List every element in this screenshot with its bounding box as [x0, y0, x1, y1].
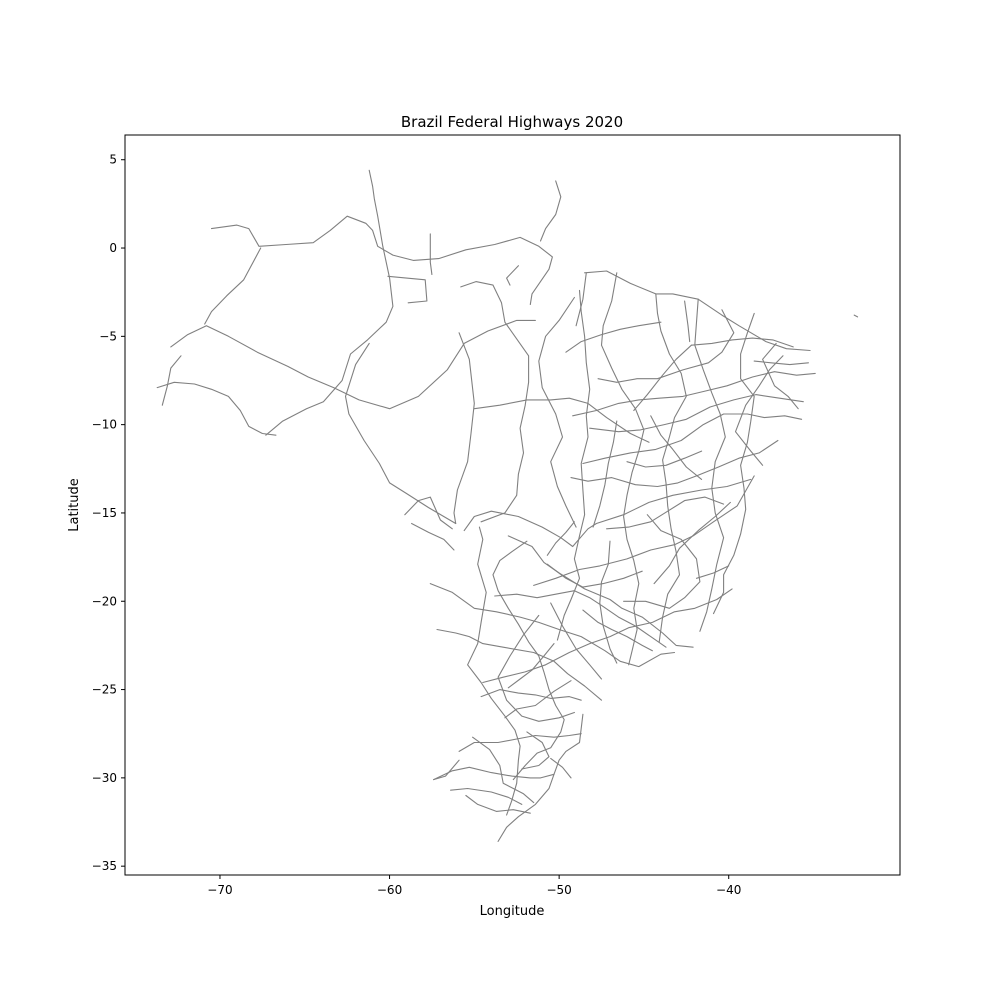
highway-segment [539, 180, 562, 242]
highway-segment [344, 342, 457, 525]
highway-segment [599, 540, 618, 664]
x-axis: −70 −60 −50 −40 [207, 875, 741, 897]
y-tick-label: 0 [109, 241, 117, 255]
highway-segment [575, 272, 587, 327]
highway-segment [450, 787, 523, 805]
highway-segment [404, 496, 453, 530]
highway-segment [550, 602, 603, 680]
highway-segment [546, 563, 643, 588]
highway-segment [582, 413, 803, 465]
x-tick-label: −60 [377, 883, 402, 897]
highway-segment [546, 521, 575, 556]
y-tick-label: −10 [92, 418, 117, 432]
highway-segment [429, 583, 676, 668]
highway-segment [453, 332, 475, 525]
highway-segment [458, 733, 582, 752]
highway-segment [480, 689, 582, 701]
y-tick-label: −30 [92, 771, 117, 785]
y-tick-label: −35 [92, 859, 117, 873]
highway-segment [597, 309, 735, 383]
highway-segment [492, 540, 565, 781]
highway-segment [606, 496, 725, 530]
x-tick-label: −50 [546, 883, 571, 897]
highway-segment [507, 643, 555, 689]
highway-segment [436, 628, 603, 701]
highway-segment [504, 680, 572, 719]
highway-segment [633, 344, 692, 412]
highway-segment [853, 314, 859, 318]
highway-segment [463, 478, 752, 548]
highway-segment [533, 475, 755, 586]
highway-segment [507, 535, 694, 648]
y-tick-label: −15 [92, 506, 117, 520]
highway-segment [460, 281, 530, 523]
highway-segment [265, 169, 394, 436]
highway-segment [497, 614, 575, 722]
highway-segment [695, 565, 730, 579]
highway-segment [734, 355, 784, 466]
highway-segment [694, 298, 726, 632]
highway-segment [623, 514, 701, 609]
highway-segment [497, 773, 555, 842]
highway-segment [556, 289, 591, 641]
highway-segment [429, 233, 433, 276]
x-axis-label: Longitude [480, 904, 545, 919]
highway-segment [690, 337, 794, 348]
highway-segment [626, 450, 703, 468]
highway-segment [565, 321, 662, 353]
highway-segment [204, 247, 262, 325]
highway-segment [653, 501, 731, 585]
x-tick-label: −70 [207, 883, 232, 897]
highway-segment [467, 526, 521, 816]
highway-segment [655, 293, 687, 643]
y-tick-label: −5 [99, 329, 117, 343]
highway-segment [584, 270, 811, 352]
highway-segment [433, 713, 584, 781]
highway-segment [753, 360, 809, 366]
highway-segment [600, 272, 645, 666]
highway-segment [684, 300, 691, 343]
highway-segment [538, 296, 577, 528]
highway-segment [506, 265, 519, 286]
highway-segment [210, 215, 553, 306]
highway-segment [473, 397, 650, 443]
highway-segment [411, 522, 455, 551]
highway-segment [582, 609, 653, 652]
highway-segment [433, 759, 460, 781]
highway-segment [572, 371, 816, 417]
highway-segment [589, 394, 804, 433]
highway-segment [472, 736, 535, 804]
highway-segment [494, 590, 667, 648]
highway-segment [521, 731, 550, 770]
highway-segment [156, 381, 277, 436]
chart-title: Brazil Federal Highways 2020 [401, 113, 623, 131]
y-tick-label: −20 [92, 594, 117, 608]
highway-segment [712, 312, 755, 615]
highway-segment [482, 588, 733, 684]
highway-segment [465, 794, 531, 814]
highway-segment [550, 757, 572, 779]
highway-segment [161, 355, 182, 406]
x-tick-label: −40 [716, 883, 741, 897]
highway-segment [387, 275, 428, 304]
y-tick-label: 5 [109, 153, 117, 167]
highway-network [156, 169, 859, 842]
plot-area [124, 134, 901, 876]
highway-segment [650, 415, 703, 480]
y-axis-label: Latitude [67, 478, 82, 532]
highway-segment [592, 420, 618, 528]
highway-segment [570, 439, 779, 488]
y-axis: 5 0 −5 −10 −15 −20 −25 −30 −35 [92, 153, 125, 873]
y-tick-label: −25 [92, 683, 117, 697]
